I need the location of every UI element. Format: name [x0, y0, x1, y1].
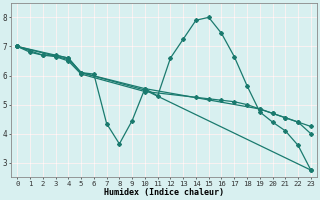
X-axis label: Humidex (Indice chaleur): Humidex (Indice chaleur) [104, 188, 224, 197]
